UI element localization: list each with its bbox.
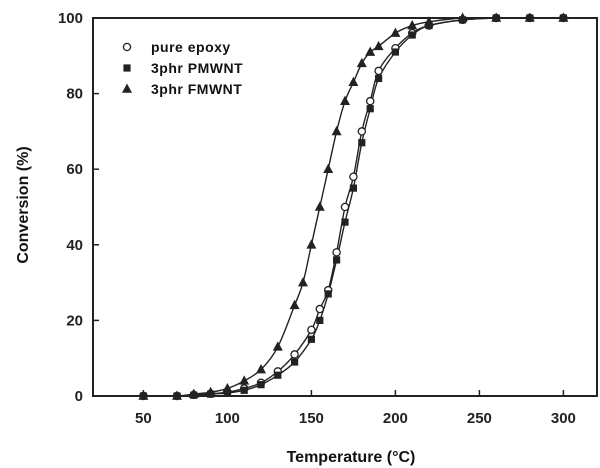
data-point-series-2 [558,12,569,22]
series-markers [138,12,569,401]
data-point-series-2 [331,125,342,136]
data-point-series-2 [365,46,376,56]
data-point-series-2 [356,57,367,68]
y-axis-title: Conversion (%) [15,146,32,263]
legend-label-1: 3phr PMWNT [151,60,243,76]
x-tick-label: 200 [383,410,408,427]
data-point-series-0 [365,96,375,106]
data-point-series-1 [324,290,332,298]
data-point-series-1 [341,218,349,226]
data-point-series-0 [307,325,316,335]
data-point-series-1 [375,74,383,83]
data-point-series-1 [408,31,416,39]
data-point-series-0 [315,304,325,314]
data-point-series-2 [172,390,182,400]
data-point-series-1 [366,105,374,113]
legend: pure epoxy 3phr PMWNT 3phr FMWNT [122,39,243,97]
data-point-series-2 [373,40,384,51]
data-point-series-2 [314,201,325,211]
legend-label-2: 3phr FMWNT [151,81,242,97]
y-tick-label: 100 [58,10,83,27]
x-tick-label: 250 [467,410,492,427]
data-point-series-2 [491,12,502,22]
data-point-series-0 [357,127,367,136]
data-point-series-1 [349,184,357,192]
x-tick-label: 150 [299,410,324,427]
data-point-series-2 [205,386,216,397]
x-tick-label: 300 [551,410,576,427]
legend-marker-1 [123,64,131,72]
data-point-series-1 [391,48,399,56]
data-point-series-2 [256,364,266,374]
data-point-series-2 [222,382,233,393]
legend-marker-2 [122,83,132,93]
y-tick-label: 20 [66,312,83,329]
data-point-series-0 [332,248,341,257]
data-point-series-0 [340,202,350,212]
data-point-series-1 [333,256,341,264]
data-point-series-0 [374,66,383,76]
data-point-series-2 [407,20,418,30]
data-point-series-1 [316,316,324,324]
data-point-series-1 [257,381,265,389]
y-tick-label: 80 [66,86,83,103]
data-point-series-2 [188,388,199,398]
x-tick-label: 100 [215,410,240,427]
data-point-series-1 [307,335,315,343]
data-point-series-0 [349,172,358,182]
data-point-series-2 [289,299,300,310]
data-point-series-0 [290,350,299,359]
x-tick-label: 50 [135,410,152,427]
data-point-series-2 [348,76,359,87]
data-point-series-1 [291,358,299,366]
data-point-series-2 [457,12,468,22]
data-point-series-2 [239,375,250,385]
data-point-series-1 [358,139,366,147]
legend-marker-0 [122,42,132,52]
data-point-series-2 [390,27,401,37]
data-point-series-2 [524,12,535,22]
plot-area [92,17,598,397]
y-tick-label: 40 [66,237,83,254]
data-point-series-2 [424,16,434,26]
y-tick-label: 0 [75,388,83,405]
data-point-series-2 [272,341,283,351]
legend-label-0: pure epoxy [151,39,231,55]
data-point-series-2 [340,95,350,105]
data-point-series-1 [240,386,248,394]
data-point-series-2 [323,163,334,173]
data-point-series-2 [306,239,317,249]
x-axis-title: Temperature (°C) [287,449,416,466]
data-point-series-2 [298,277,308,287]
y-tick-label: 60 [66,161,83,178]
data-point-series-1 [274,371,282,379]
axes: 50 100 150 200 250 300 0 20 40 60 80 100 [58,10,576,427]
plot-frame [92,17,598,397]
